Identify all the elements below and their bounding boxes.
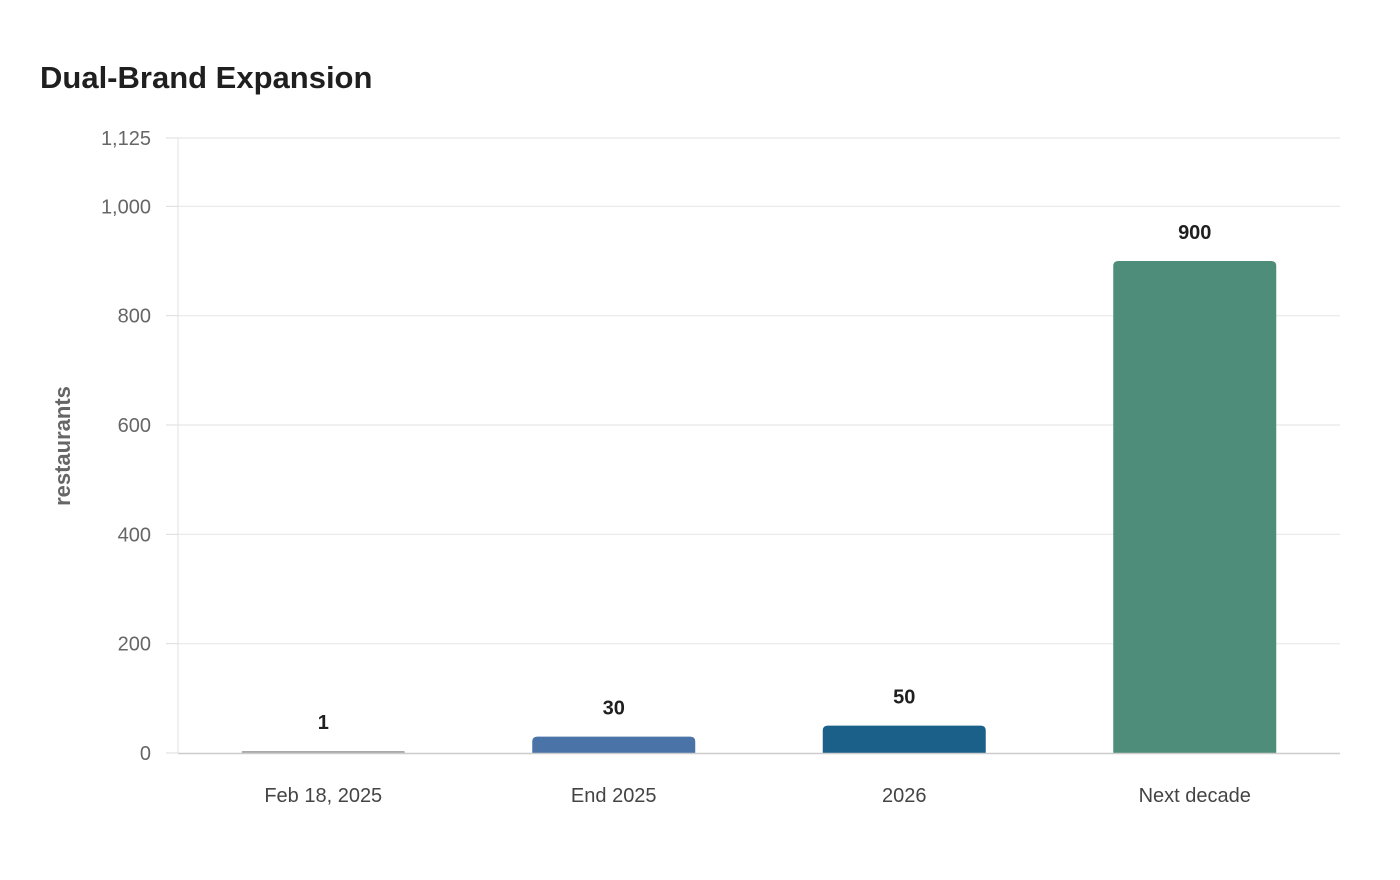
bars — [241, 261, 1277, 753]
y-tick-label: 400 — [118, 524, 151, 546]
x-tick-label: End 2025 — [571, 785, 657, 807]
y-tick-label: 0 — [140, 743, 151, 765]
x-axis-ticks: Feb 18, 2025 End 2025 2026 Next decade — [264, 785, 1251, 807]
y-tick-label: 800 — [118, 306, 151, 328]
bar-value-label: 1 — [318, 712, 329, 734]
gridlines — [178, 137, 1340, 645]
x-tick-label: 2026 — [882, 785, 927, 807]
y-axis-ticks: 0 200 400 600 800 1,000 1,125 — [101, 128, 178, 765]
bar-value-label: 30 — [603, 698, 625, 720]
y-tick-label: 600 — [118, 415, 151, 437]
chart-title: Dual-Brand Expansion — [40, 60, 373, 95]
bar — [1113, 261, 1277, 753]
y-tick-label: 1,125 — [101, 128, 151, 150]
y-tick-label: 200 — [118, 634, 151, 656]
x-tick-label: Next decade — [1139, 785, 1251, 807]
data-labels: 1 30 50 900 — [318, 222, 1212, 734]
y-tick-label: 1,000 — [101, 196, 151, 218]
x-tick-label: Feb 18, 2025 — [264, 785, 382, 807]
bar — [822, 725, 986, 753]
y-axis-label: restaurants — [50, 386, 75, 506]
bar-value-label: 50 — [893, 687, 915, 709]
bar — [241, 751, 405, 753]
bar-value-label: 900 — [1178, 222, 1211, 244]
bar — [532, 736, 696, 753]
